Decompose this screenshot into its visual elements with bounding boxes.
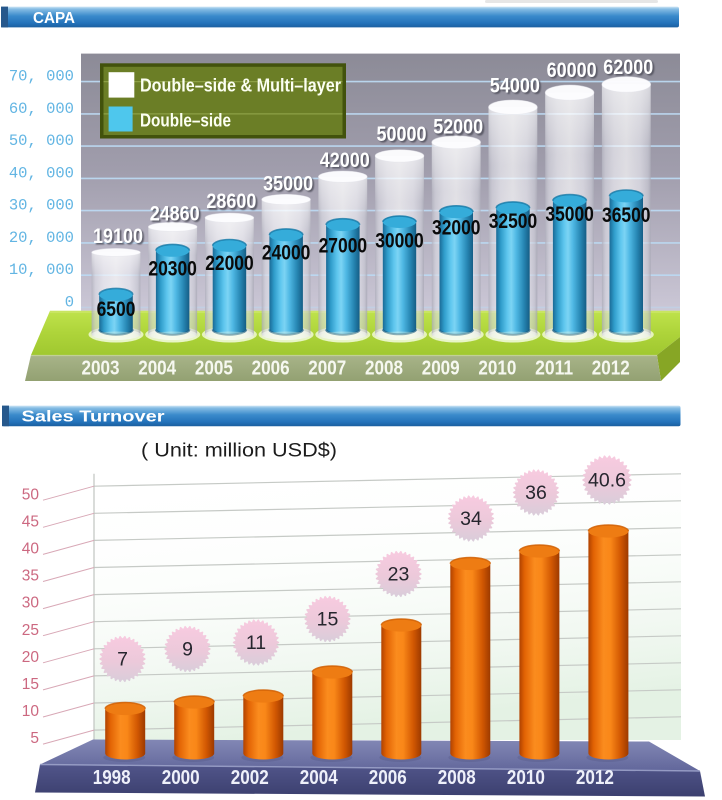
svg-text:40.6: 40.6	[588, 470, 626, 492]
svg-text:2006: 2006	[369, 767, 407, 789]
svg-text:19100: 19100	[95, 227, 145, 250]
svg-text:60, 000: 60, 000	[9, 100, 74, 118]
svg-text:2000: 2000	[162, 767, 200, 789]
svg-text:20, 000: 20, 000	[9, 229, 74, 247]
svg-text:2005: 2005	[195, 358, 233, 380]
svg-text:42000: 42000	[320, 149, 370, 172]
svg-text:5: 5	[30, 730, 39, 747]
svg-text:( Unit: million USD$): ( Unit: million USD$)	[141, 440, 337, 462]
svg-text:62000: 62000	[603, 56, 653, 79]
svg-text:60000: 60000	[547, 59, 597, 82]
svg-text:27000: 27000	[319, 234, 368, 257]
svg-text:0: 0	[65, 293, 74, 311]
svg-text:6500: 6500	[97, 298, 136, 321]
svg-text:23: 23	[388, 564, 410, 586]
svg-text:30, 000: 30, 000	[9, 197, 74, 215]
svg-text:52000: 52000	[435, 117, 485, 140]
svg-text:28600: 28600	[206, 190, 256, 213]
svg-text:2002: 2002	[231, 767, 269, 789]
svg-text:36: 36	[525, 482, 547, 504]
svg-text:9: 9	[182, 639, 193, 661]
svg-text:15: 15	[22, 676, 39, 693]
svg-text:10, 000: 10, 000	[9, 261, 74, 279]
svg-text:62000: 62000	[605, 58, 655, 81]
svg-text:40: 40	[22, 541, 40, 558]
svg-text:35000: 35000	[265, 174, 315, 197]
svg-text:24860: 24860	[151, 204, 201, 227]
svg-text:2008: 2008	[365, 358, 403, 380]
svg-text:25: 25	[22, 622, 39, 639]
svg-text:19100: 19100	[93, 225, 143, 248]
svg-text:50: 50	[22, 487, 40, 504]
svg-text:2008: 2008	[438, 767, 476, 789]
svg-text:54000: 54000	[492, 76, 542, 99]
svg-text:20300: 20300	[148, 257, 197, 280]
svg-text:36500: 36500	[602, 204, 651, 227]
svg-text:70, 000: 70, 000	[9, 68, 74, 86]
svg-text:22000: 22000	[205, 252, 254, 275]
svg-text:30000: 30000	[375, 230, 424, 253]
svg-text:50000: 50000	[377, 123, 427, 146]
svg-text:24860: 24860	[150, 202, 200, 225]
svg-text:40, 000: 40, 000	[9, 164, 74, 182]
svg-text:10: 10	[22, 703, 40, 720]
svg-text:2004: 2004	[138, 358, 177, 380]
svg-text:60000: 60000	[548, 61, 598, 84]
svg-text:35: 35	[22, 568, 39, 585]
svg-text:2006: 2006	[252, 358, 290, 380]
svg-text:30: 30	[22, 595, 40, 612]
svg-text:28600: 28600	[208, 192, 258, 215]
svg-text:Sales Turnover: Sales Turnover	[22, 409, 165, 426]
svg-text:50000: 50000	[378, 125, 428, 148]
svg-text:32500: 32500	[489, 210, 538, 233]
svg-text:35000: 35000	[545, 203, 594, 226]
svg-text:2003: 2003	[82, 358, 120, 380]
svg-text:1998: 1998	[93, 767, 131, 789]
svg-text:52000: 52000	[433, 116, 483, 139]
svg-text:54000: 54000	[490, 74, 540, 97]
svg-text:11: 11	[246, 632, 266, 654]
svg-text:Double–side: Double–side	[140, 110, 231, 130]
svg-text:15: 15	[317, 609, 339, 631]
svg-text:7: 7	[117, 649, 128, 671]
svg-text:34: 34	[460, 508, 482, 530]
svg-text:2010: 2010	[507, 767, 545, 789]
svg-text:42000: 42000	[322, 151, 372, 174]
svg-text:24000: 24000	[262, 242, 311, 265]
svg-text:2009: 2009	[422, 358, 460, 380]
svg-text:35000: 35000	[263, 172, 313, 195]
svg-text:2011: 2011	[535, 358, 573, 380]
svg-text:2007: 2007	[308, 358, 346, 380]
svg-text:2010: 2010	[478, 358, 516, 380]
svg-text:2012: 2012	[576, 767, 614, 789]
svg-text:32000: 32000	[432, 216, 481, 239]
svg-text:CAPA: CAPA	[33, 10, 75, 27]
svg-text:20: 20	[22, 649, 40, 666]
svg-text:Double–side & Multi–layer: Double–side & Multi–layer	[140, 76, 341, 96]
svg-text:50, 000: 50, 000	[9, 132, 74, 150]
svg-text:2004: 2004	[300, 767, 339, 789]
svg-text:45: 45	[22, 514, 39, 531]
svg-text:2012: 2012	[592, 358, 630, 380]
